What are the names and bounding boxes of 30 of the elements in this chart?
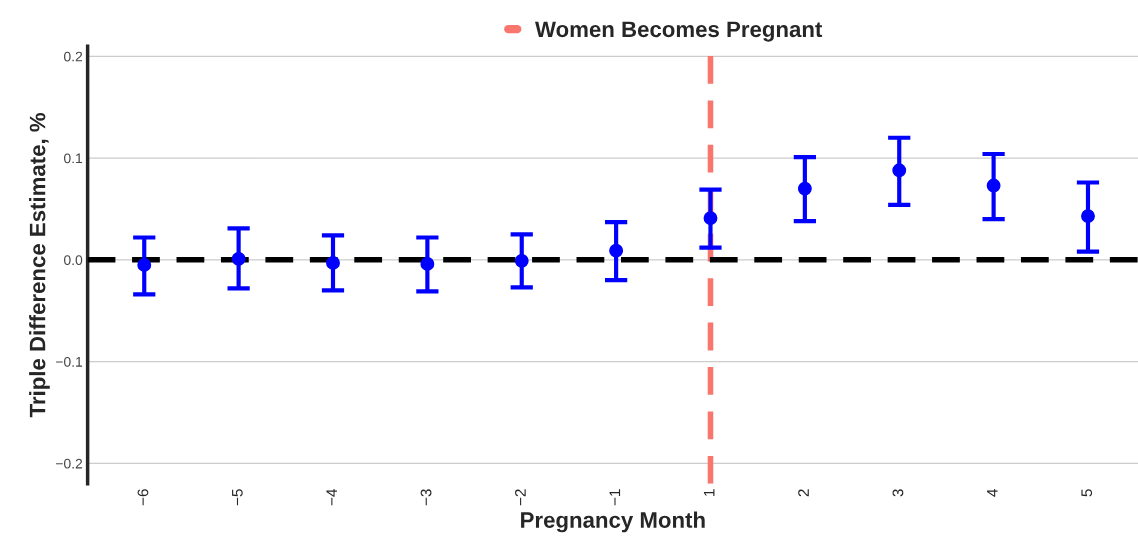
x-tick-label: 2 bbox=[798, 489, 809, 497]
x-tick-label: 1 bbox=[703, 489, 715, 496]
x-tick-label: −4 bbox=[326, 489, 337, 506]
x-axis-title: Pregnancy Month bbox=[521, 511, 705, 533]
y-tick-label: −0.1 bbox=[56, 356, 83, 367]
x-tick-label: 5 bbox=[1081, 489, 1093, 497]
point bbox=[609, 243, 624, 258]
point bbox=[892, 163, 907, 178]
x-tick-label: −6 bbox=[137, 489, 149, 506]
point bbox=[420, 256, 435, 271]
y-axis-title: Triple Difference Estimate, % bbox=[29, 112, 50, 418]
ref-line-label: Women Becomes Pregnant bbox=[535, 21, 823, 42]
y-tick-label: 0.0 bbox=[64, 255, 83, 266]
x-tick-label: 3 bbox=[892, 489, 904, 497]
x-tick-label: −1 bbox=[609, 489, 621, 506]
x-tick-label: −5 bbox=[232, 489, 243, 506]
point bbox=[703, 211, 718, 226]
x-tick-label: −3 bbox=[420, 489, 432, 506]
x-tick-label: −2 bbox=[515, 489, 526, 506]
y-tick-label: 0.2 bbox=[64, 51, 83, 62]
point bbox=[797, 181, 812, 196]
point bbox=[137, 257, 152, 272]
point bbox=[326, 255, 340, 270]
y-tick-label: 0.1 bbox=[64, 153, 83, 164]
x-tick-label: 4 bbox=[987, 489, 998, 497]
y-tick-label: −0.2 bbox=[56, 458, 83, 469]
point bbox=[986, 178, 1001, 193]
point bbox=[1081, 209, 1095, 224]
point bbox=[231, 251, 246, 266]
point bbox=[514, 253, 529, 268]
